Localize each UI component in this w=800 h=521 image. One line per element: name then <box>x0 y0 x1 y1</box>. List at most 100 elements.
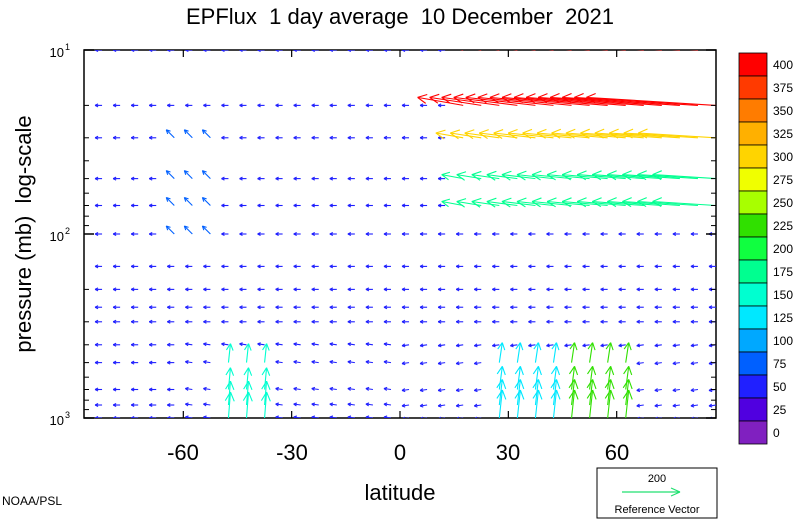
flux-vector <box>550 365 561 390</box>
flux-vector <box>419 135 428 140</box>
flux-vector <box>501 170 536 181</box>
flux-vector <box>564 305 572 310</box>
flux-vector <box>203 264 211 269</box>
flux-vector <box>257 176 265 181</box>
color-swatch <box>738 397 768 422</box>
flux-vector <box>637 416 644 418</box>
flux-vector <box>148 403 157 408</box>
flux-vector <box>293 232 301 236</box>
flux-vector <box>130 264 139 269</box>
flux-vector <box>471 170 500 181</box>
flux-vector <box>221 103 229 108</box>
flux-vector <box>347 386 355 391</box>
flux-vector <box>636 361 644 366</box>
flux-vector <box>654 361 662 366</box>
flux-vector <box>329 50 337 52</box>
flux-vector <box>112 387 121 392</box>
flux-vector <box>587 342 596 363</box>
flux-vector <box>419 403 428 408</box>
flux-vector <box>94 342 103 347</box>
flux-vector <box>148 342 157 347</box>
flux-vector <box>419 305 428 310</box>
x-tick-label: 0 <box>394 440 406 465</box>
flux-vector <box>497 342 506 363</box>
flux-vector <box>239 232 247 236</box>
flux-vector <box>637 170 698 181</box>
flux-vector <box>257 264 265 269</box>
y-axis-label: pressure (mb) log-scale <box>11 115 36 352</box>
flux-vector <box>401 287 410 292</box>
flux-vector <box>112 287 121 292</box>
flux-vector <box>654 50 662 51</box>
flux-vector <box>477 50 482 51</box>
flux-vector <box>130 50 139 52</box>
flux-vector <box>165 196 175 206</box>
flux-vector <box>672 343 680 348</box>
flux-vector <box>257 287 265 292</box>
color-swatch <box>738 236 768 261</box>
flux-vector <box>225 343 234 363</box>
flux-vector <box>293 135 301 140</box>
color-swatch <box>738 420 768 445</box>
flux-vector <box>546 264 554 269</box>
flux-vector <box>221 50 229 52</box>
flux-vector <box>130 319 139 324</box>
flux-vector <box>401 319 410 324</box>
flux-vector <box>582 343 590 348</box>
flux-vector <box>365 360 373 364</box>
flux-vector <box>532 365 542 390</box>
flux-vector <box>401 361 410 366</box>
color-label: 150 <box>773 288 793 302</box>
color-swatch <box>738 121 768 146</box>
flux-vector <box>329 305 337 310</box>
flux-vector <box>112 176 121 181</box>
flux-vector <box>148 135 157 140</box>
flux-vector <box>112 305 121 310</box>
flux-vector <box>707 50 716 51</box>
flux-vector <box>94 103 103 108</box>
flux-vector <box>401 203 410 208</box>
flux-vector <box>201 170 211 179</box>
flux-vector <box>293 176 301 181</box>
flux-vector <box>636 287 644 292</box>
flux-vector <box>94 305 103 310</box>
flux-vector <box>510 305 518 310</box>
flux-vector <box>243 367 253 390</box>
flux-vector <box>311 287 319 292</box>
flux-vector <box>293 386 301 391</box>
flux-vector <box>401 305 410 310</box>
flux-vector <box>419 287 428 292</box>
flux-vector <box>201 225 211 235</box>
flux-vector <box>112 264 121 269</box>
y-tick-label-100: 10 2 <box>50 226 70 244</box>
flux-vector <box>435 129 464 140</box>
color-label: 100 <box>773 334 793 348</box>
flux-vector <box>275 287 283 292</box>
flux-vector <box>654 319 662 324</box>
flux-vector <box>329 360 337 364</box>
flux-vector <box>546 287 554 292</box>
flux-vector <box>203 386 211 391</box>
flux-vector <box>112 342 121 347</box>
flux-vector <box>417 93 464 106</box>
flux-vector <box>690 264 698 269</box>
flux-vector <box>148 203 157 208</box>
flux-vector <box>689 50 698 51</box>
flux-vector <box>112 319 121 324</box>
color-swatch <box>738 75 768 100</box>
flux-vector <box>112 403 121 408</box>
flux-vector <box>522 128 572 139</box>
flux-vector <box>536 128 590 139</box>
flux-vector <box>77 177 84 180</box>
x-axis-ticks <box>182 50 618 418</box>
flux-vector <box>455 232 464 236</box>
flux-vector <box>474 287 482 292</box>
flux-vector <box>623 365 633 390</box>
flux-vector <box>455 287 464 292</box>
color-label: 375 <box>773 81 793 95</box>
flux-vector <box>167 287 175 292</box>
flux-vector <box>636 319 644 324</box>
flux-vector <box>221 176 229 181</box>
flux-vector <box>77 320 84 323</box>
flux-vector <box>455 305 464 310</box>
